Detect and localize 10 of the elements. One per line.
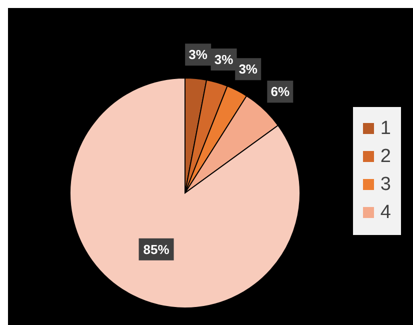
legend-label: 1 xyxy=(380,118,391,140)
data-label: 6% xyxy=(270,84,290,100)
legend-label: 4 xyxy=(380,202,391,224)
data-label: 3% xyxy=(214,52,234,68)
data-label: 3% xyxy=(188,47,208,62)
legend-label: 2 xyxy=(380,146,391,168)
legend-label: 3 xyxy=(380,174,391,196)
data-label: 3% xyxy=(238,62,258,77)
data-label: 85% xyxy=(143,242,170,257)
pie-slice xyxy=(70,78,300,308)
